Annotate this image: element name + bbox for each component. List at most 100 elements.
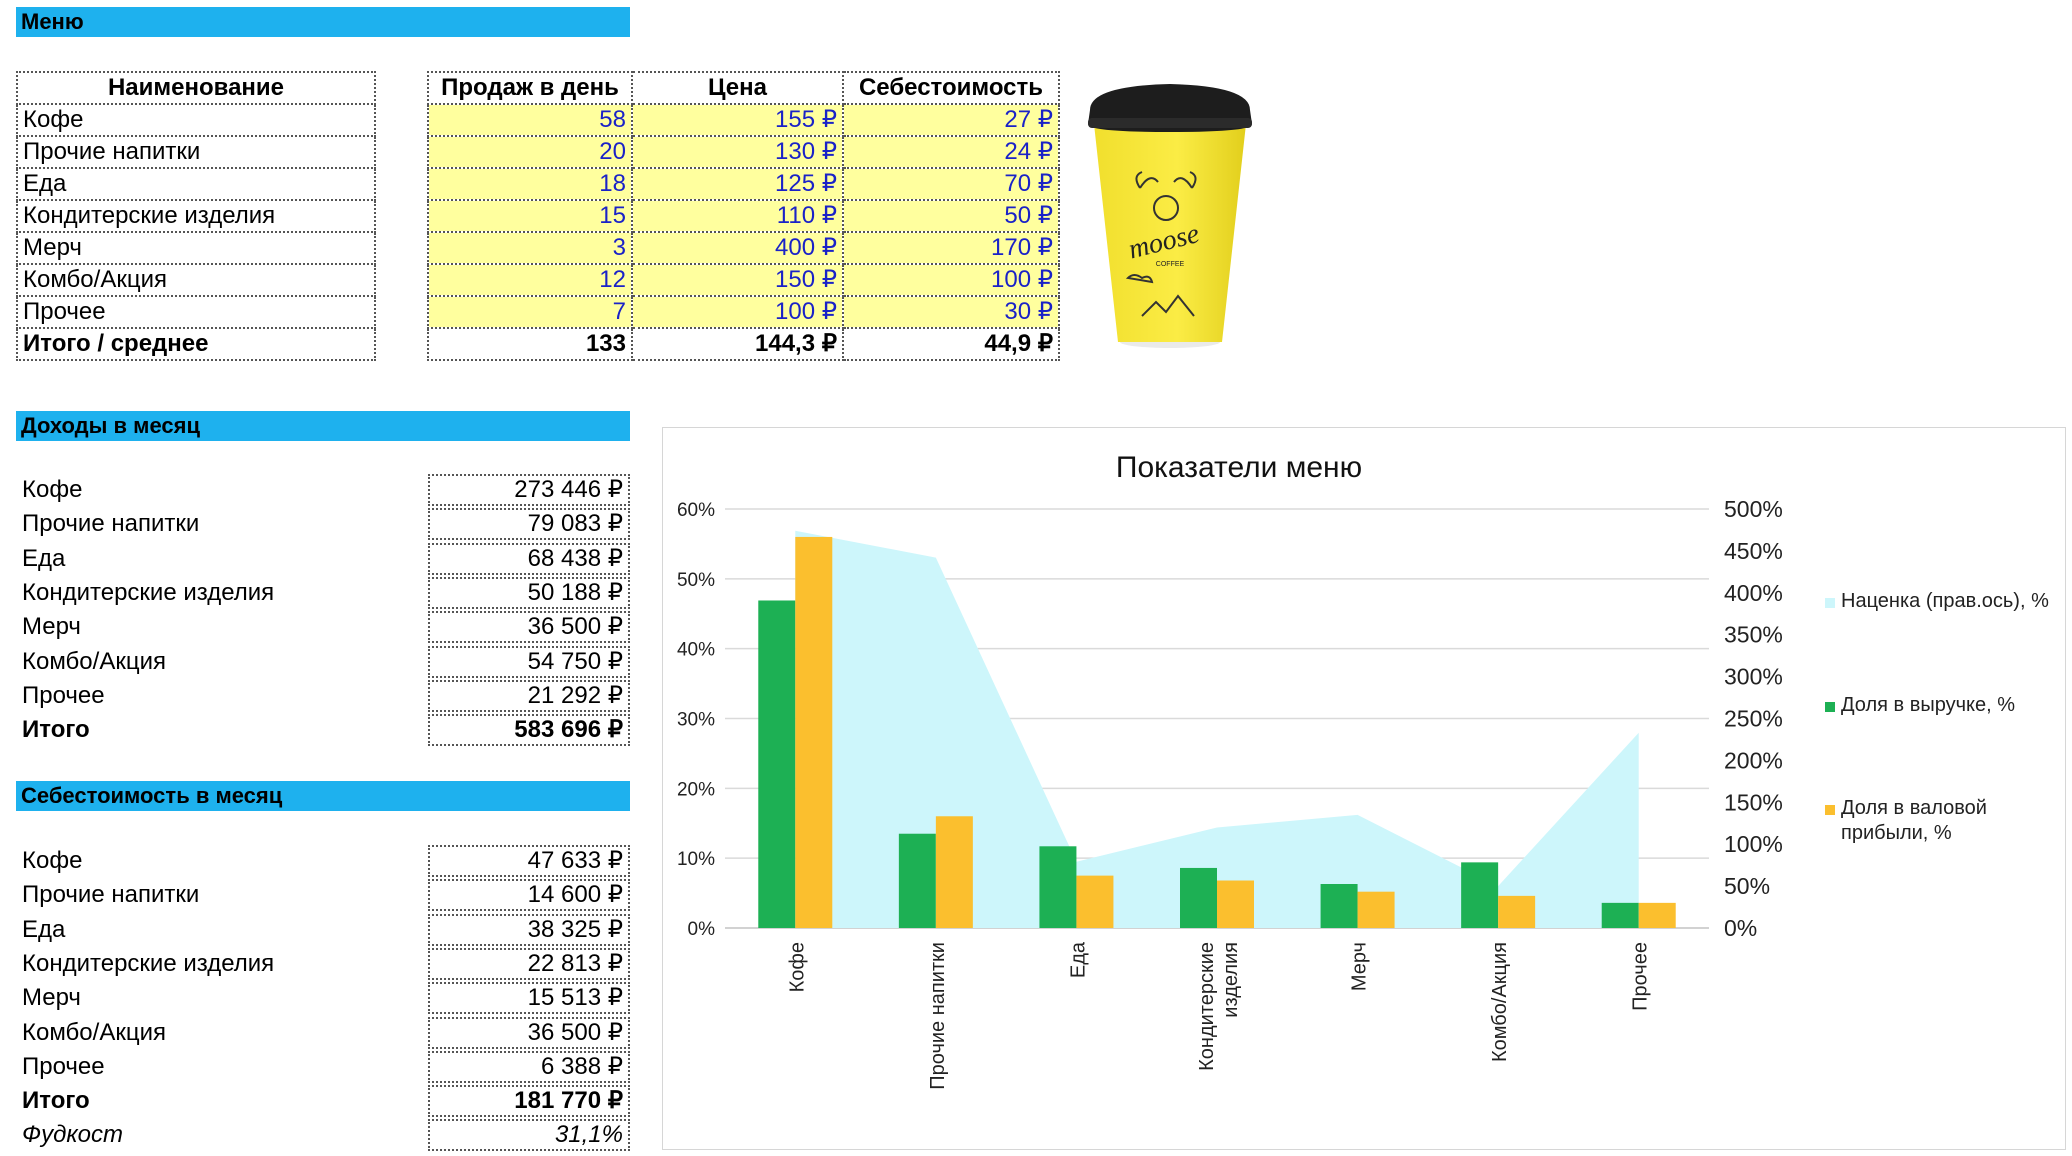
x-category-label: Мерч: [1349, 942, 1371, 991]
income-row-value: 21 292 ₽: [428, 679, 630, 712]
menu-price-cell[interactable]: 130 ₽: [631, 135, 844, 169]
y-right-tick-label: 500%: [1724, 496, 1783, 522]
profit-share-bar: [935, 816, 973, 928]
menu-price-cell[interactable]: 400 ₽: [631, 231, 844, 265]
menu-header-row: Продаж в день Цена Себестоимость: [427, 71, 1060, 105]
legend-swatch: [1825, 805, 1835, 815]
cost-row-label: Мерч: [22, 984, 81, 1012]
menu-cost-cell[interactable]: 170 ₽: [842, 231, 1060, 265]
income-row-label: Прочие напитки: [22, 510, 200, 538]
menu-header-cost: Себестоимость: [842, 71, 1060, 105]
menu-item-name: Комбо/Акция: [16, 263, 376, 297]
cost-row-label: Кофе: [22, 847, 83, 874]
menu-sales-cell[interactable]: 3: [427, 231, 633, 265]
cost-row-value: 6 388 ₽: [428, 1050, 630, 1083]
menu-row: Прочее: [16, 295, 376, 329]
menu-price-cell[interactable]: 110 ₽: [631, 199, 844, 233]
menu-header-price: Цена: [631, 71, 844, 105]
menu-total-cost: 44,9 ₽: [842, 327, 1060, 361]
chart-svg: Показатели меню 0% 10% 20% 30% 40% 50% 60% 0% 50%…: [677, 451, 2049, 1090]
legend-label: Наценка (прав.ось), %: [1841, 590, 2049, 612]
menu-item-name: Мерч: [16, 231, 376, 265]
y-right-tick-label: 450%: [1724, 538, 1783, 564]
x-category-label: Прочее: [1630, 942, 1652, 1011]
revenue-share-bar: [1039, 846, 1077, 928]
y-right-tick-label: 300%: [1724, 664, 1783, 690]
income-row-label: Прочее: [22, 681, 105, 709]
cup-sub-text: COFFEE: [1156, 261, 1185, 268]
menu-sales-cell[interactable]: 15: [427, 199, 633, 233]
x-category-label: Комбо/Акция: [1489, 942, 1511, 1062]
menu-row: Комбо/Акция: [16, 263, 376, 297]
revenue-share-bar: [1461, 862, 1499, 928]
revenue-share-bar: [1180, 867, 1217, 928]
menu-row: 12 150 ₽100 ₽: [427, 263, 1060, 297]
y-left-tick-label: 0%: [688, 919, 716, 940]
menu-sales-cell[interactable]: 20: [427, 135, 633, 169]
legend-swatch: [1825, 598, 1835, 608]
menu-price-cell[interactable]: 125 ₽: [631, 167, 844, 201]
profit-share-bar: [1076, 875, 1114, 928]
y-left-tick-label: 30%: [677, 710, 715, 731]
income-row-value: 68 438 ₽: [428, 542, 630, 575]
menu-row: Кондитерские изделия: [16, 199, 376, 233]
cost-section-header: Себестоимость в месяц: [16, 781, 630, 811]
menu-sales-cell[interactable]: 12: [427, 263, 633, 297]
menu-header-name: Наименование: [16, 71, 376, 105]
menu-total-row: 133 144,3 ₽44,9 ₽: [427, 327, 1060, 361]
menu-cost-cell[interactable]: 70 ₽: [842, 167, 1060, 201]
menu-cost-cell[interactable]: 30 ₽: [842, 295, 1060, 329]
menu-sales-cell[interactable]: 7: [427, 295, 633, 329]
menu-item-name: Прочее: [16, 295, 376, 329]
menu-cost-cell[interactable]: 100 ₽: [842, 263, 1060, 297]
menu-header-sales: Продаж в день: [427, 71, 633, 105]
menu-total-row: Итого / среднее: [16, 327, 376, 361]
cost-row-label: Кондитерские изделия: [22, 949, 275, 977]
x-category-label: изделия: [1220, 942, 1242, 1018]
income-row-label: Итого: [22, 716, 90, 744]
y-right-tick-label: 350%: [1724, 622, 1783, 648]
income-row-label: Комбо/Акция: [22, 647, 166, 675]
y-right-tick-label: 100%: [1724, 831, 1783, 857]
menu-total-name: Итого / среднее: [16, 327, 376, 361]
menu-row: Прочие напитки: [16, 135, 376, 169]
menu-item-name: Кондитерские изделия: [16, 199, 376, 233]
x-category-label: Прочие напитки: [927, 942, 949, 1090]
cost-row-label: Комбо/Акция: [22, 1018, 166, 1046]
cost-row-value: 22 813 ₽: [428, 947, 630, 980]
y-left-tick-label: 20%: [677, 779, 715, 800]
menu-item-name: Кофе: [16, 103, 376, 137]
chart-title: Показатели меню: [1116, 451, 1362, 484]
menu-header-row: Наименование: [16, 71, 376, 105]
profit-share-bar: [1498, 895, 1536, 928]
y-left-tick-label: 40%: [677, 640, 715, 661]
markup-area: [795, 530, 1639, 928]
menu-total-sales: 133: [427, 327, 633, 361]
menu-total-price: 144,3 ₽: [631, 327, 844, 361]
menu-cost-cell[interactable]: 50 ₽: [842, 199, 1060, 233]
revenue-share-bar: [898, 833, 936, 928]
menu-row: 58 155 ₽27 ₽: [427, 103, 1060, 137]
menu-indicators-chart: Показатели меню 0% 10% 20% 30% 40% 50% 60% 0% 50%…: [662, 427, 2066, 1150]
y-right-tick-label: 0%: [1724, 915, 1757, 941]
menu-row: 15 110 ₽50 ₽: [427, 199, 1060, 233]
menu-price-cell[interactable]: 155 ₽: [631, 103, 844, 137]
menu-sales-cell[interactable]: 58: [427, 103, 633, 137]
income-row-label: Еда: [22, 544, 66, 572]
menu-price-cell[interactable]: 150 ₽: [631, 263, 844, 297]
menu-row: 3 400 ₽170 ₽: [427, 231, 1060, 265]
menu-cost-cell[interactable]: 24 ₽: [842, 135, 1060, 169]
menu-values-table: Продаж в день Цена Себестоимость 58 155 ₽27 …: [427, 71, 1060, 361]
cost-row-value: 36 500 ₽: [428, 1016, 630, 1049]
cost-row-value: 15 513 ₽: [428, 982, 630, 1015]
menu-row: Кофе: [16, 103, 376, 137]
cost-row-value: 31,1%: [428, 1119, 630, 1152]
legend-label: Доля в валовой: [1841, 797, 1987, 819]
menu-sales-cell[interactable]: 18: [427, 167, 633, 201]
menu-price-cell[interactable]: 100 ₽: [631, 295, 844, 329]
x-category-label: Кондитерские: [1196, 942, 1218, 1071]
income-row-label: Кофе: [22, 476, 83, 503]
menu-item-name: Прочие напитки: [16, 135, 376, 169]
menu-cost-cell[interactable]: 27 ₽: [842, 103, 1060, 137]
coffee-cup-image: moose COFFEE: [1088, 84, 1252, 348]
